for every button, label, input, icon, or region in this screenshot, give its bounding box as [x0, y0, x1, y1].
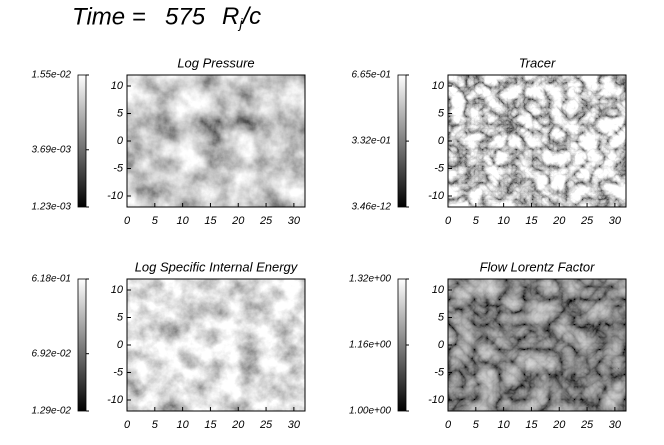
- x-tick-label: 30: [288, 419, 301, 431]
- x-tick-label: 0: [124, 215, 131, 227]
- colorbar: [397, 278, 407, 412]
- x-tick-label: 5: [473, 419, 480, 431]
- x-tick-label: 0: [445, 215, 452, 227]
- x-tick-label: 30: [288, 215, 301, 227]
- field-image: [448, 75, 626, 207]
- x-tick-label: 20: [231, 419, 245, 431]
- y-tick-label: 10: [432, 284, 445, 296]
- unit-base: R: [222, 3, 239, 30]
- x-tick-label: 25: [580, 215, 594, 227]
- panel-title: Tracer: [519, 55, 556, 70]
- y-tick-label: 0: [438, 135, 445, 147]
- x-tick-label: 10: [177, 215, 190, 227]
- y-tick-label: 0: [117, 339, 124, 351]
- y-tick-label: 5: [438, 311, 445, 323]
- x-tick-label: 30: [609, 215, 622, 227]
- x-tick-label: 5: [152, 419, 159, 431]
- x-tick-label: 25: [259, 419, 273, 431]
- x-tick-label: 0: [124, 419, 131, 431]
- x-tick-label: 15: [525, 215, 538, 227]
- time-value: 575: [165, 3, 206, 30]
- field-image: [448, 279, 626, 411]
- y-tick-label: 10: [111, 80, 124, 92]
- panel-title: Log Specific Internal Energy: [135, 259, 299, 274]
- y-tick-label: -5: [113, 366, 124, 378]
- time-unit: Rj/c: [222, 3, 261, 30]
- x-tick-label: 15: [525, 419, 538, 431]
- y-tick-label: -5: [434, 366, 445, 378]
- colorbar: [77, 74, 87, 208]
- unit-sub: j: [237, 15, 243, 31]
- x-tick-label: 5: [473, 215, 480, 227]
- colorbar: [77, 278, 87, 412]
- y-tick-label: 5: [438, 107, 445, 119]
- colorbar-label: 6.65e-01: [352, 70, 391, 81]
- x-tick-label: 20: [552, 419, 566, 431]
- x-tick-label: 25: [580, 419, 594, 431]
- y-tick-label: 5: [117, 107, 124, 119]
- x-tick-label: 0: [445, 419, 452, 431]
- y-tick-label: 5: [117, 311, 124, 323]
- colorbar-label: 1.55e-02: [32, 70, 72, 81]
- y-tick-label: -10: [107, 190, 124, 202]
- colorbar-label: 1.32e+00: [349, 274, 391, 285]
- colorbar-label: 1.29e-02: [32, 406, 72, 417]
- colorbar-label: 1.23e-03: [32, 202, 72, 213]
- x-tick-label: 15: [204, 419, 217, 431]
- colorbar-label: 6.18e-01: [32, 274, 71, 285]
- time-label: Time =: [72, 3, 146, 30]
- colorbar-label: 3.69e-03: [32, 144, 72, 155]
- x-tick-label: 20: [231, 215, 245, 227]
- colorbar: [397, 74, 407, 208]
- x-tick-label: 10: [177, 419, 190, 431]
- y-tick-label: 0: [117, 135, 124, 147]
- y-tick-label: -10: [428, 394, 445, 406]
- x-tick-label: 15: [204, 215, 217, 227]
- x-tick-label: 25: [259, 215, 273, 227]
- unit-rest: /c: [240, 3, 261, 30]
- y-tick-label: -5: [113, 162, 124, 174]
- x-tick-label: 30: [609, 419, 622, 431]
- y-tick-label: -10: [428, 190, 445, 202]
- x-tick-label: 5: [152, 215, 159, 227]
- field-image: [127, 75, 305, 207]
- colorbar-label: 3.46e-12: [352, 202, 392, 213]
- colorbar-label: 1.16e+00: [349, 340, 391, 351]
- y-tick-label: 10: [111, 284, 124, 296]
- x-tick-label: 10: [498, 419, 511, 431]
- colorbar-label: 1.00e+00: [349, 406, 391, 417]
- panel-title: Flow Lorentz Factor: [480, 259, 596, 274]
- y-tick-label: -5: [434, 162, 445, 174]
- y-tick-label: -10: [107, 394, 124, 406]
- panel-title: Log Pressure: [177, 55, 254, 70]
- y-tick-label: 0: [438, 339, 445, 351]
- colorbar-label: 3.32e-01: [352, 136, 391, 147]
- y-tick-label: 10: [432, 80, 445, 92]
- x-tick-label: 20: [552, 215, 566, 227]
- x-tick-label: 10: [498, 215, 511, 227]
- colorbar-label: 6.92e-02: [32, 348, 72, 359]
- field-image: [127, 279, 305, 411]
